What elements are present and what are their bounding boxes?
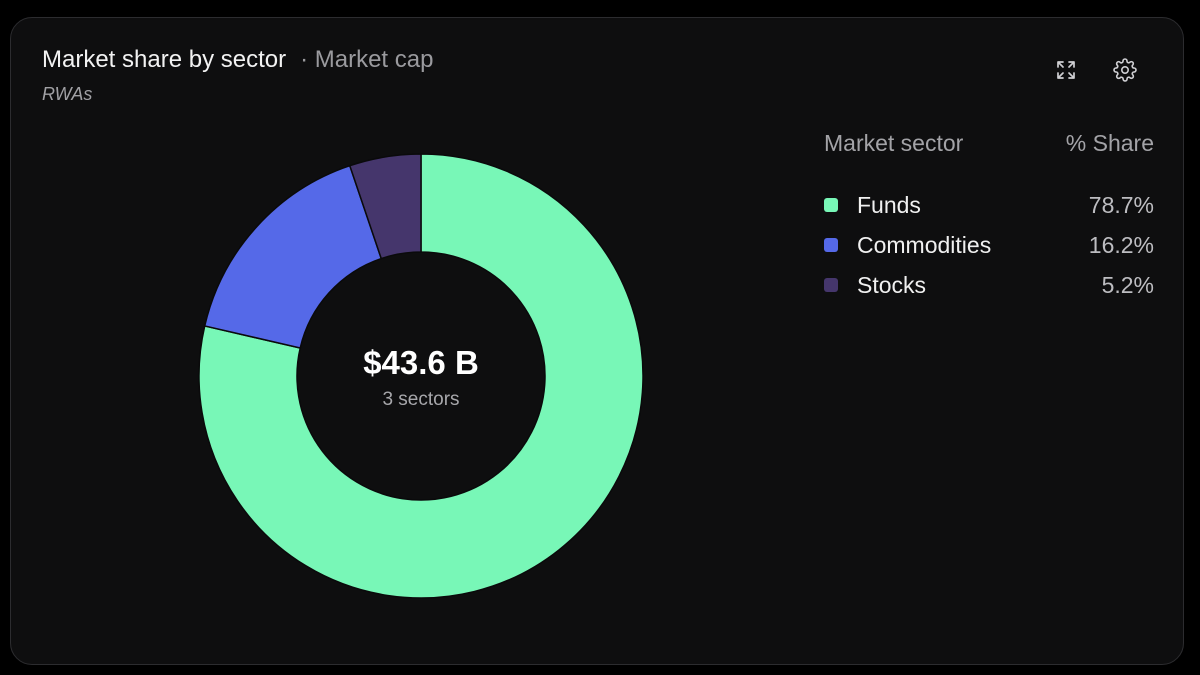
chart-subtitle: RWAs <box>42 84 93 104</box>
legend-label: Commodities <box>857 231 992 258</box>
legend-swatch-commodities <box>824 238 838 252</box>
donut-slice-funds[interactable] <box>198 153 644 599</box>
legend-label: Funds <box>857 191 921 218</box>
gear-icon <box>1113 58 1137 82</box>
legend-value: 78.7% <box>1088 191 1154 218</box>
donut-slice-commodities[interactable] <box>203 164 383 349</box>
legend-swatch-stocks <box>824 278 838 292</box>
donut-svg <box>198 153 644 599</box>
legend-column-sector: Market sector <box>824 130 964 156</box>
chart-card: Market share by sector · Market cap RWAs… <box>10 17 1184 665</box>
expand-button[interactable] <box>1051 55 1081 85</box>
total-value: $43.6 B <box>363 344 479 381</box>
legend-value: 5.2% <box>1101 271 1154 298</box>
legend-label: Stocks <box>857 271 927 298</box>
legend-column-share: % Share <box>1065 130 1154 156</box>
settings-button[interactable] <box>1110 55 1140 85</box>
chart-title: Market share by sector <box>42 46 287 73</box>
expand-icon <box>1057 61 1075 79</box>
legend-value: 16.2% <box>1088 231 1154 258</box>
donut-slice-stocks[interactable] <box>348 153 422 260</box>
legend-header: Market sector % Share <box>824 128 1154 158</box>
sector-count: 3 sectors <box>382 389 460 410</box>
donut-chart: $43.6 B 3 sectors <box>191 146 651 606</box>
legend-item-stocks[interactable]: Stocks 5.2% <box>824 265 1154 305</box>
legend: Market sector % Share Funds 78.7% Commod… <box>824 128 1154 305</box>
legend-item-commodities[interactable]: Commodities 16.2% <box>824 225 1154 265</box>
legend-swatch-funds <box>824 198 838 212</box>
metric-label[interactable]: · Market cap <box>300 46 434 73</box>
legend-item-funds[interactable]: Funds 78.7% <box>824 185 1154 225</box>
chart-header: Market share by sector · Market cap <box>42 46 433 74</box>
